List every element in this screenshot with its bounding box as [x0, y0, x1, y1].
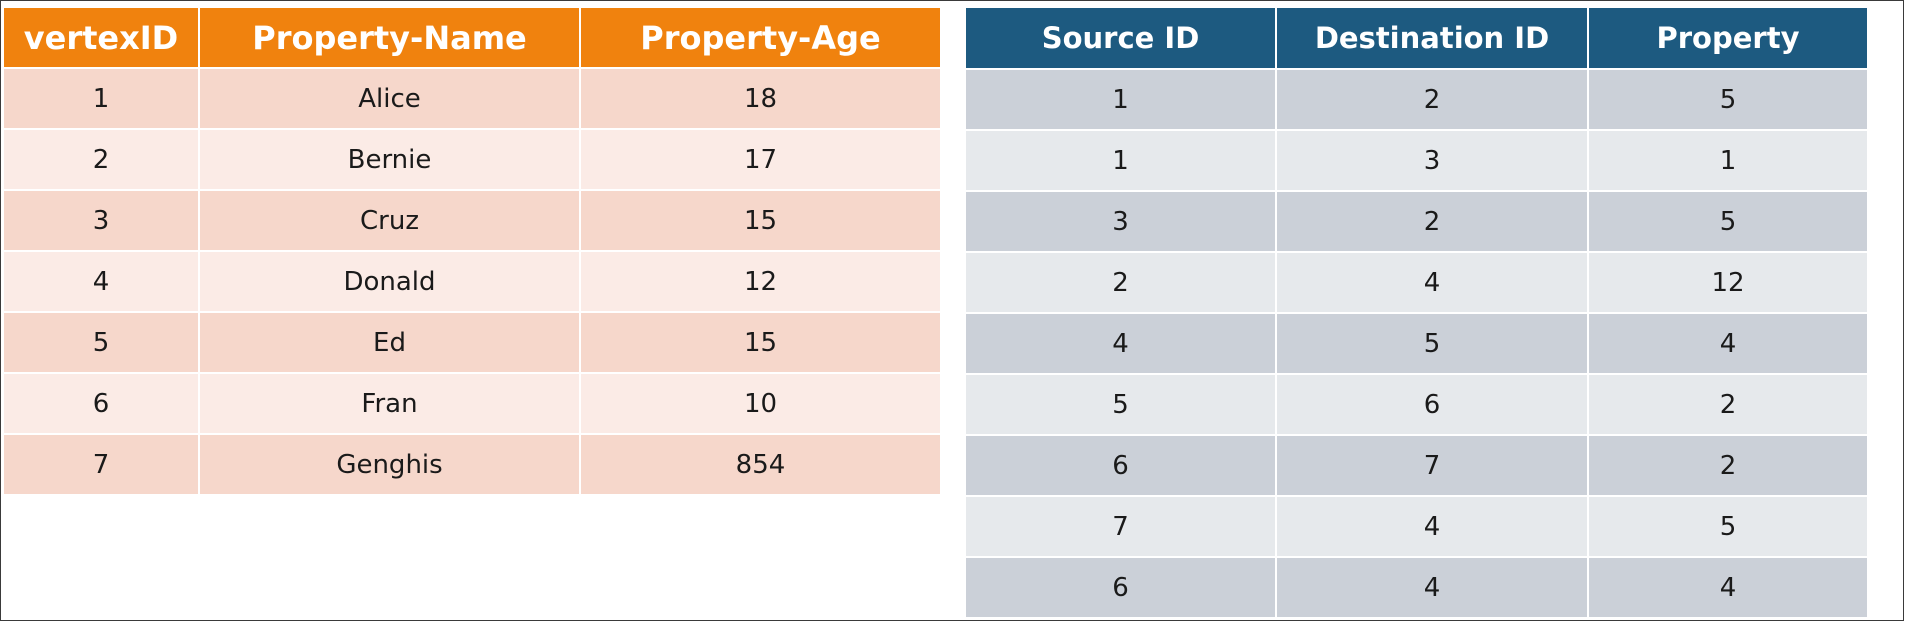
edge-row-cell: 7	[964, 495, 1277, 558]
vertex-row-cell: 4	[2, 250, 200, 313]
edge-row-cell: 4	[1587, 312, 1869, 375]
vertex-row-cell: 17	[579, 128, 942, 191]
edge-row-cell: 5	[1587, 68, 1869, 131]
edge-row-cell: 4	[964, 312, 1277, 375]
edge-row-cell: 5	[1587, 190, 1869, 253]
edge-header-row: Source ID Destination ID Property	[964, 6, 1869, 70]
edge-row-cell: 4	[1275, 556, 1589, 619]
edge-row-cell: 3	[964, 190, 1277, 253]
edge-row-cell: 1	[964, 68, 1277, 131]
edge-row-cell: 4	[1275, 495, 1589, 558]
vertex-header-cell: Property-Name	[198, 6, 581, 69]
vertex-table: vertexID Property-Name Property-Age 1 Ali…	[2, 6, 942, 496]
edge-row-cell: 5	[1275, 312, 1589, 375]
vertex-row-cell: 7	[2, 433, 200, 496]
edge-row-cell: 12	[1587, 251, 1869, 314]
edge-row: 2 4 12	[964, 251, 1869, 314]
vertex-row-cell: Donald	[198, 250, 581, 313]
vertex-row-cell: 15	[579, 189, 942, 252]
edge-row-cell: 2	[1587, 434, 1869, 497]
vertex-row: 5 Ed 15	[2, 311, 942, 374]
vertex-row: 3 Cruz 15	[2, 189, 942, 252]
vertex-row: 6 Fran 10	[2, 372, 942, 435]
vertex-row-cell: 15	[579, 311, 942, 374]
vertex-row-cell: Ed	[198, 311, 581, 374]
vertex-header-row: vertexID Property-Name Property-Age	[2, 6, 942, 69]
vertex-row-cell: Cruz	[198, 189, 581, 252]
vertex-header-cell: vertexID	[2, 6, 200, 69]
edge-row-cell: 3	[1275, 129, 1589, 192]
edge-row-cell: 2	[964, 251, 1277, 314]
edge-row-cell: 5	[1587, 495, 1869, 558]
edge-row-cell: 6	[964, 434, 1277, 497]
vertex-row: 7 Genghis 854	[2, 433, 942, 496]
vertex-row: 1 Alice 18	[2, 67, 942, 130]
edge-row-cell: 6	[1275, 373, 1589, 436]
vertex-row-cell: 5	[2, 311, 200, 374]
edge-row-cell: 2	[1587, 373, 1869, 436]
edge-header-cell: Source ID	[964, 6, 1277, 70]
vertex-row-cell: Bernie	[198, 128, 581, 191]
edge-row-cell: 2	[1275, 190, 1589, 253]
edge-row-cell: 5	[964, 373, 1277, 436]
edge-row-cell: 4	[1587, 556, 1869, 619]
edge-row-cell: 7	[1275, 434, 1589, 497]
edge-row-cell: 6	[964, 556, 1277, 619]
vertex-row-cell: Alice	[198, 67, 581, 130]
vertex-row-cell: 6	[2, 372, 200, 435]
vertex-row-cell: 10	[579, 372, 942, 435]
vertex-row-cell: 2	[2, 128, 200, 191]
edge-header-cell: Property	[1587, 6, 1869, 70]
edge-row-cell: 4	[1275, 251, 1589, 314]
vertex-row-cell: 854	[579, 433, 942, 496]
vertex-row: 2 Bernie 17	[2, 128, 942, 191]
vertex-header-cell: Property-Age	[579, 6, 942, 69]
vertex-row-cell: 18	[579, 67, 942, 130]
edge-row-cell: 2	[1275, 68, 1589, 131]
edge-header-cell: Destination ID	[1275, 6, 1589, 70]
vertex-row-cell: Genghis	[198, 433, 581, 496]
edge-row-cell: 1	[1587, 129, 1869, 192]
vertex-row-cell: 12	[579, 250, 942, 313]
vertex-row-cell: 3	[2, 189, 200, 252]
vertex-row: 4 Donald 12	[2, 250, 942, 313]
edge-row-cell: 1	[964, 129, 1277, 192]
vertex-row-cell: 1	[2, 67, 200, 130]
vertex-row-cell: Fran	[198, 372, 581, 435]
